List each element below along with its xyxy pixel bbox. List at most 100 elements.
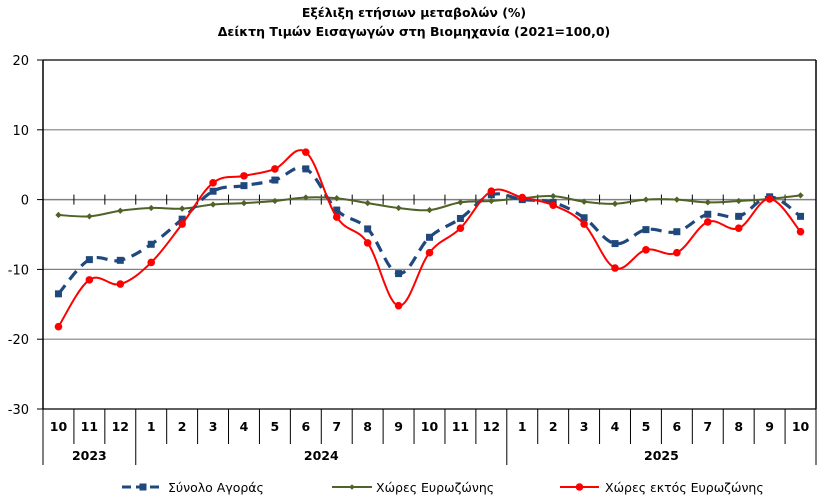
y-tick-label: -10 — [8, 263, 29, 278]
x-tick-label: 2 — [549, 419, 558, 434]
data-point — [333, 195, 340, 202]
x-tick-label: 1 — [518, 419, 527, 434]
chart-title: Εξέλιξη ετήσιων μεταβολών (%) — [302, 5, 526, 20]
data-point — [271, 165, 279, 173]
legend-label: Χώρες Ευρωζώνης — [376, 480, 494, 495]
year-label: 2025 — [644, 448, 679, 463]
x-tick-label: 7 — [332, 419, 341, 434]
data-point — [333, 206, 341, 214]
x-tick-label: 10 — [50, 419, 68, 434]
x-tick-label: 5 — [642, 419, 651, 434]
legend-label: Χώρες εκτός Ευρωζώνης — [605, 480, 764, 495]
data-point — [240, 199, 248, 207]
data-point — [147, 240, 155, 248]
data-point — [488, 197, 495, 205]
data-point — [116, 280, 125, 288]
chart-subtitle: Δείκτη Τιμών Εισαγωγών στη Βιομηχανία (2… — [218, 24, 611, 39]
data-point — [54, 322, 63, 331]
x-tick-label: 4 — [240, 419, 249, 434]
data-point — [394, 301, 403, 310]
x-tick-label: 12 — [112, 419, 129, 434]
data-point — [457, 199, 464, 206]
legend-marker — [575, 483, 584, 491]
data-point — [240, 172, 248, 180]
data-point — [148, 204, 155, 212]
x-tick-label: 3 — [209, 419, 218, 434]
data-point — [611, 200, 619, 207]
data-point — [735, 197, 742, 205]
data-point — [178, 205, 186, 212]
y-tick-label: 10 — [12, 124, 29, 139]
legend-label: Σύνολο Αγοράς — [168, 480, 264, 495]
data-point — [363, 239, 372, 247]
data-point — [85, 256, 93, 264]
data-point — [611, 240, 619, 248]
data-point — [55, 211, 62, 219]
data-point — [86, 213, 93, 220]
data-point — [240, 182, 248, 190]
data-point — [85, 276, 94, 284]
x-tick-label: 6 — [673, 419, 682, 434]
data-point — [456, 214, 464, 222]
data-point — [704, 210, 712, 218]
x-tick-label: 11 — [81, 419, 98, 434]
series-eurozone — [55, 192, 804, 220]
data-point — [549, 201, 557, 209]
y-tick-label: 20 — [12, 54, 29, 69]
data-point — [796, 227, 805, 236]
x-tick-label: 9 — [765, 419, 774, 434]
data-point — [426, 206, 433, 214]
legend-marker — [139, 483, 147, 491]
data-point — [178, 215, 186, 223]
x-tick-label: 3 — [580, 419, 589, 434]
data-point — [704, 199, 711, 206]
data-point — [302, 148, 310, 156]
data-point — [673, 248, 681, 257]
gridlines — [43, 59, 816, 410]
x-tick-label: 12 — [483, 419, 500, 434]
data-point — [765, 195, 774, 203]
data-point — [302, 165, 310, 173]
year-label: 2023 — [72, 448, 107, 463]
data-point — [209, 179, 217, 187]
data-point — [209, 201, 217, 208]
data-point — [734, 224, 743, 233]
data-point — [54, 290, 62, 298]
y-tick-label: 0 — [21, 194, 29, 209]
x-tick-label: 8 — [734, 419, 743, 434]
data-point — [271, 176, 279, 184]
year-label: 2024 — [304, 448, 339, 463]
data-point — [487, 187, 496, 196]
data-point — [178, 220, 186, 228]
x-tick-label: 7 — [703, 419, 712, 434]
data-point — [456, 224, 465, 233]
data-point — [797, 192, 804, 199]
data-point — [425, 248, 434, 257]
x-tick-label: 4 — [611, 419, 620, 434]
data-point — [116, 256, 124, 264]
data-point — [395, 204, 402, 212]
x-tick-label: 1 — [147, 419, 156, 434]
data-point — [518, 193, 527, 202]
series-line — [57, 166, 802, 295]
data-point — [302, 194, 309, 201]
series-total-market — [54, 165, 805, 298]
data-point — [550, 192, 557, 200]
legend-item: Χώρες Ευρωζώνης — [332, 480, 494, 495]
legend: Σύνολο Αγοράς Χώρες Ευρωζώνης Χώρες εκτός … — [122, 480, 764, 495]
data-point — [395, 270, 403, 278]
series-non-eurozone — [54, 148, 805, 331]
data-point — [642, 246, 650, 254]
x-tick-label: 2 — [178, 419, 187, 434]
legend-marker — [349, 484, 355, 490]
data-point — [271, 197, 279, 205]
series-line — [58, 194, 801, 218]
data-point — [426, 233, 433, 241]
x-tick-label: 10 — [792, 419, 810, 434]
x-tick-label: 11 — [452, 419, 469, 434]
data-point — [147, 258, 156, 267]
data-point — [703, 218, 712, 226]
legend-item: Χώρες εκτός Ευρωζώνης — [560, 480, 764, 495]
